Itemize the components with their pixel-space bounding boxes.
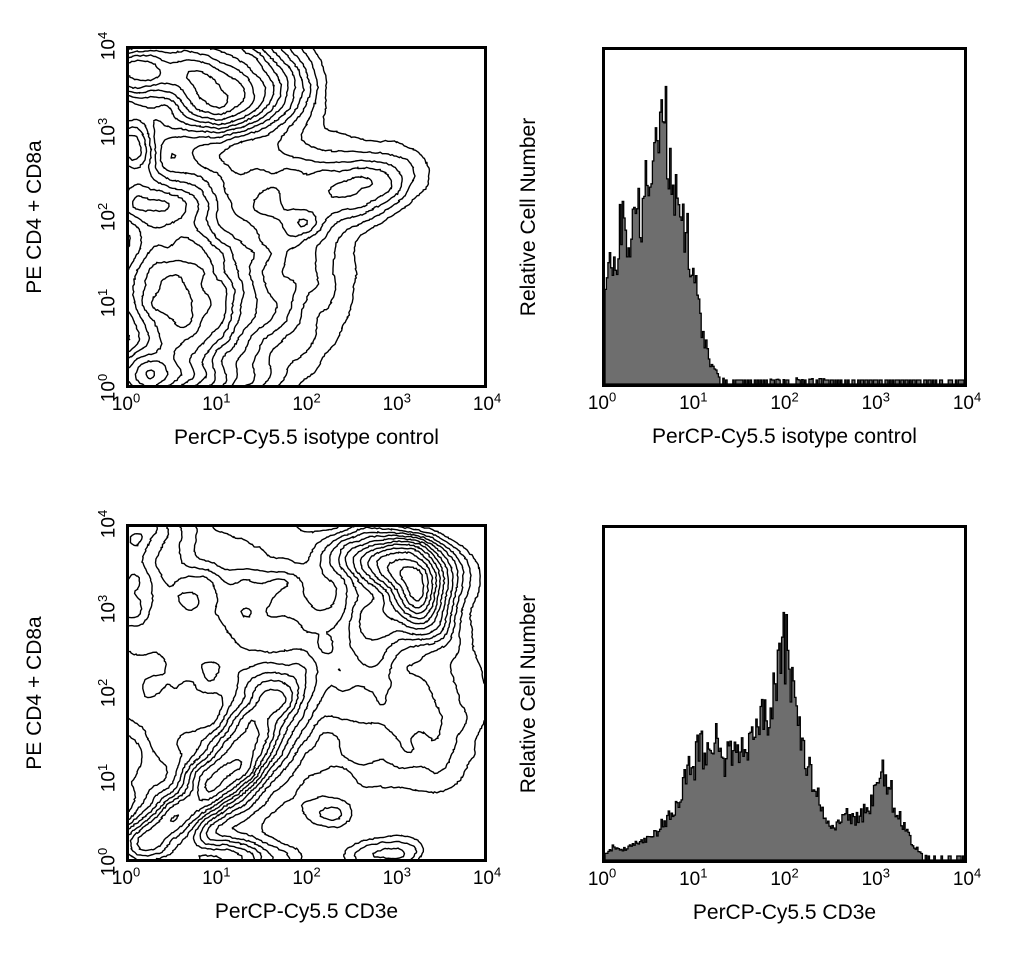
x-tick-label: 104 [952,865,982,890]
y-axis-label: Relative Cell Number [517,594,540,794]
x-axis-label: PerCP-Cy5.5 isotype control [652,425,917,448]
x-axis-label: PerCP-Cy5.5 CD3e [692,901,877,924]
contour-line [170,49,374,385]
x-tick-label: 101 [202,390,231,415]
contour-line [129,49,256,385]
contour-line [212,527,472,859]
contour-line [261,527,484,859]
contour-isotype-canvas [129,49,431,385]
contour-line [129,527,465,859]
x-tick-label: 101 [679,865,708,890]
x-tick-label: 103 [861,865,890,890]
contour-line [129,49,267,385]
contour-isotype-plot-area [126,46,487,388]
x-tick-label: 102 [292,390,321,415]
contour-line [169,551,434,823]
x-tick-label: 103 [382,864,411,889]
x-axis-label: PerCP-Cy5.5 CD3e [214,900,399,923]
contour-line [129,49,283,385]
x-tick-label: 100 [587,865,617,890]
contour-line [129,543,441,857]
x-tick-label: 100 [111,864,141,889]
x-tick-label: 103 [382,390,411,415]
contour-line [298,49,431,385]
contour-line [262,49,403,385]
x-tick-label: 104 [472,864,502,889]
contour-line [277,49,416,385]
x-tick-label: 101 [679,389,708,414]
histogram-distribution [605,611,964,860]
contour-cd3e-plot-area [126,524,487,862]
contour-line [129,49,275,385]
x-tick-label: 104 [952,389,982,414]
histogram-cd3e-canvas [605,611,964,860]
x-tick-label: 101 [202,864,231,889]
contour-line [159,49,308,385]
contour-line [129,527,450,859]
contour-line [129,59,229,380]
contour-line [399,566,425,602]
x-tick-label: 102 [770,865,799,890]
contour-line [204,558,429,793]
contour-cd3e-canvas [129,527,484,859]
histogram-isotype-plot-area [602,47,967,387]
contour-line [129,533,446,859]
contour-line [129,527,459,859]
histogram-distribution [605,85,964,384]
contour-line [129,527,454,859]
contour-line [129,54,246,385]
x-tick-label: 102 [770,389,799,414]
histogram-cd3e-plot-area [602,525,967,863]
x-tick-label: 100 [111,390,141,415]
contour-line [136,547,438,852]
x-tick-label: 100 [587,389,617,414]
histogram-isotype-canvas [605,85,964,384]
x-axis-label: PerCP-Cy5.5 isotype control [174,426,439,449]
x-tick-label: 102 [292,864,321,889]
contour-line [218,49,393,385]
x-tick-label: 103 [861,389,890,414]
x-tick-label: 104 [472,390,502,415]
